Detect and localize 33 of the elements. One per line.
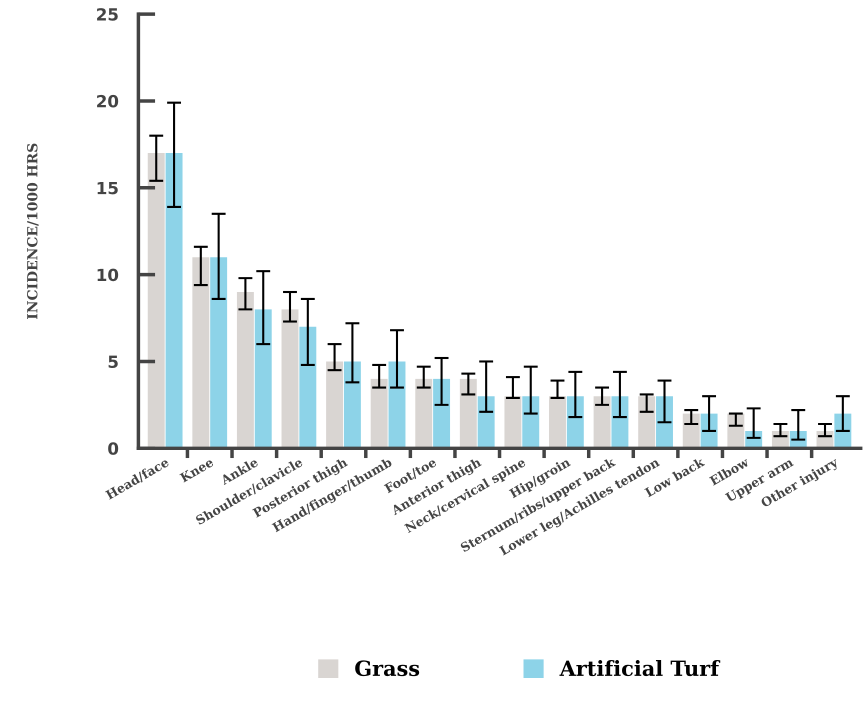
- bar: [433, 378, 450, 448]
- y-tick-label: 5: [108, 356, 118, 368]
- bar: [504, 396, 522, 448]
- y-tick-label: 25: [97, 8, 118, 21]
- bar: [638, 396, 656, 448]
- y-tick-label: 0: [108, 442, 118, 455]
- bar: [566, 396, 584, 448]
- bar: [594, 396, 611, 448]
- bar: [388, 361, 406, 448]
- bar: [549, 396, 566, 448]
- legend-label: Grass: [355, 660, 420, 676]
- bar: [210, 257, 228, 448]
- bar: [344, 361, 361, 448]
- bar: [326, 361, 344, 448]
- bar: [236, 292, 254, 448]
- y-tick-label: 20: [97, 94, 118, 108]
- bar: [148, 153, 165, 448]
- bar: [460, 378, 477, 448]
- bar: [282, 309, 298, 448]
- y-tick-label: 10: [98, 268, 118, 282]
- bar: [299, 326, 316, 448]
- bar: [370, 378, 388, 448]
- bar: [192, 257, 210, 448]
- bar: [478, 396, 495, 448]
- y-axis-title: INCIDENCE/1000 HRS: [27, 144, 39, 320]
- bar: [254, 309, 272, 448]
- legend-label: Artificial Turf: [559, 660, 720, 676]
- bar: [656, 396, 673, 448]
- bar: [166, 153, 183, 448]
- bar: [522, 396, 540, 448]
- bar: [611, 396, 628, 448]
- y-tick-label: 15: [98, 182, 118, 194]
- bar: [415, 378, 432, 448]
